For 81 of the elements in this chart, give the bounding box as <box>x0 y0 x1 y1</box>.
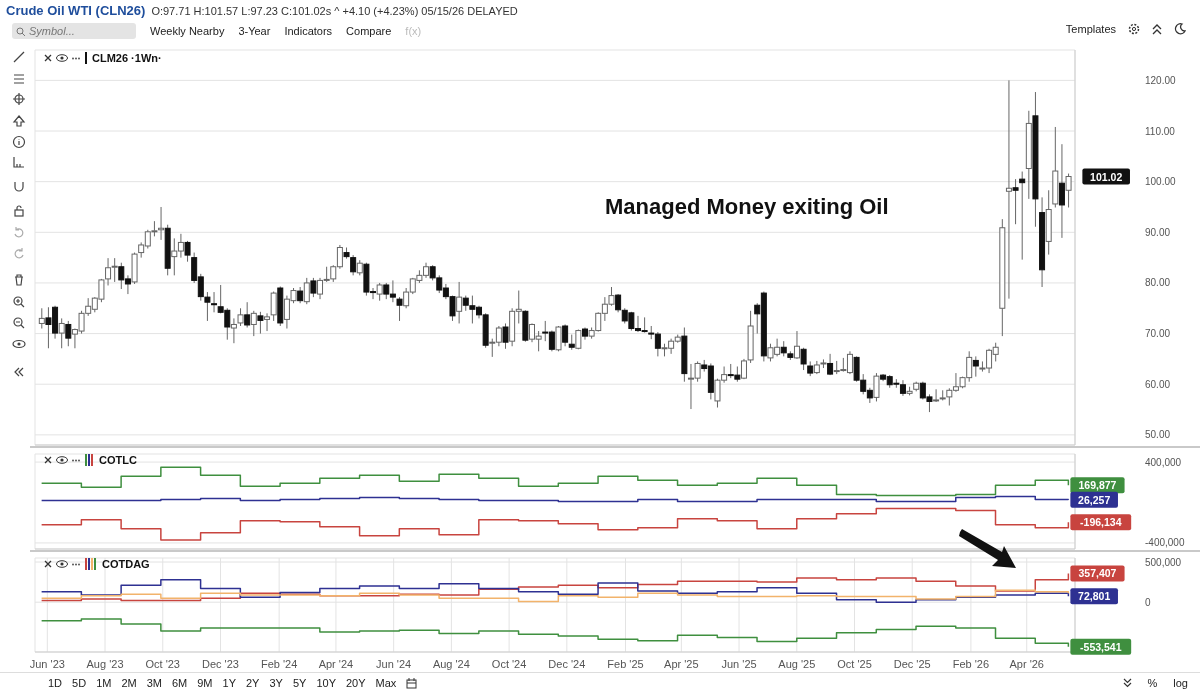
text: 3-Year <box>238 25 271 37</box>
text: 5D <box>72 677 87 689</box>
text: 9M <box>197 677 213 689</box>
x-tick-label: Apr '26 <box>1009 657 1044 670</box>
candlestick <box>303 277 310 305</box>
text: 6M <box>171 677 188 689</box>
data-label: -553,541 <box>1080 640 1122 653</box>
y-tick-label: 80.00 <box>1145 277 1171 289</box>
x-tick-label: Dec '24 <box>548 657 586 670</box>
x-tick-label: Dec '25 <box>893 657 931 670</box>
chart-title: COTLC <box>99 454 137 466</box>
candlestick <box>873 372 880 402</box>
text: f(x) <box>405 25 422 37</box>
candlestick <box>1005 79 1012 300</box>
annotation: Managed Money exiting Oil <box>605 194 889 220</box>
text: Compare <box>346 25 392 37</box>
candlestick <box>230 317 237 344</box>
text: 20Y <box>345 677 366 689</box>
candlestick <box>264 312 271 332</box>
text: 10Y <box>316 677 336 689</box>
text: 1Y <box>222 677 236 689</box>
x-tick-label: Aug '25 <box>778 657 816 670</box>
text: 5Y <box>292 677 307 689</box>
candlestick <box>58 317 65 349</box>
candlestick <box>456 281 463 324</box>
y-tick-label: 120.00 <box>1145 74 1177 86</box>
data-label: 26,257 <box>1078 493 1111 506</box>
data-label: 72,801 <box>1078 590 1111 603</box>
candlestick <box>555 325 562 352</box>
data-label: -196,134 <box>1080 516 1122 529</box>
text: 1D <box>48 677 63 689</box>
y-tick-label: 50.00 <box>1145 429 1171 441</box>
candlestick <box>250 310 257 337</box>
y-tick-label: 90.00 <box>1145 226 1171 238</box>
y-tick-label: 100.00 <box>1145 176 1177 188</box>
x-tick-label: Dec '23 <box>202 657 239 670</box>
text: Indicators <box>284 25 333 37</box>
x-tick-label: Apr '25 <box>664 657 699 670</box>
x-tick-label: Jun '24 <box>376 657 412 670</box>
text: 1M <box>96 677 112 689</box>
candlestick <box>211 291 218 313</box>
x-tick-label: Feb '26 <box>952 657 990 670</box>
text: Templates <box>1065 23 1116 35</box>
text: 3M <box>146 677 162 689</box>
x-tick-label: Aug '24 <box>432 657 470 670</box>
text: 2M <box>121 677 137 689</box>
x-tick-label: Oct '25 <box>837 657 872 670</box>
chart-title: COTDAG <box>102 558 150 570</box>
candlestick <box>270 291 277 322</box>
x-tick-label: Aug '23 <box>86 657 124 670</box>
chart-title: Crude Oil WTI (CLN26) <box>6 3 146 18</box>
annotation: CLM26 ·1Wn· <box>92 52 162 64</box>
y-tick-label: 500,000 <box>1145 556 1182 568</box>
y-tick-label: 400,000 <box>1145 456 1182 468</box>
text: 3Y <box>269 677 283 689</box>
candlestick <box>1019 171 1026 261</box>
data-label: 169,877 <box>1078 479 1117 492</box>
candlestick <box>1065 173 1072 208</box>
x-tick-label: Jun '23 <box>29 657 65 670</box>
y-tick-label: 110.00 <box>1145 125 1176 137</box>
y-tick-label: 0 <box>1145 596 1151 608</box>
x-tick-label: Jun '25 <box>721 657 757 670</box>
text: Weekly Nearby <box>150 25 225 37</box>
data-label: 357,407 <box>1078 567 1117 580</box>
x-tick-label: Feb '25 <box>607 657 644 670</box>
annotation: 101.02 <box>1090 170 1123 183</box>
x-tick-label: Feb '24 <box>260 657 298 670</box>
chart-subtitle: O:97.71 H:101.57 L:97.23 C:101.02s ^ +4.10 (+4.23%) 05/15/26 DELAYED <box>151 5 518 17</box>
y-tick-label: 60.00 <box>1145 378 1171 390</box>
y-tick-label: 70.00 <box>1145 328 1171 340</box>
candlestick <box>38 307 45 330</box>
y-tick-label: -400,000 <box>1145 537 1185 549</box>
text: 2Y <box>246 677 260 689</box>
x-tick-label: Oct '23 <box>145 657 181 670</box>
text: Max <box>375 677 397 689</box>
text: % <box>1147 677 1158 689</box>
x-tick-label: Apr '24 <box>318 657 354 670</box>
text: log <box>1173 677 1188 689</box>
x-tick-label: Oct '24 <box>491 657 527 670</box>
candlestick <box>793 330 800 360</box>
text: Symbol... <box>29 25 75 37</box>
